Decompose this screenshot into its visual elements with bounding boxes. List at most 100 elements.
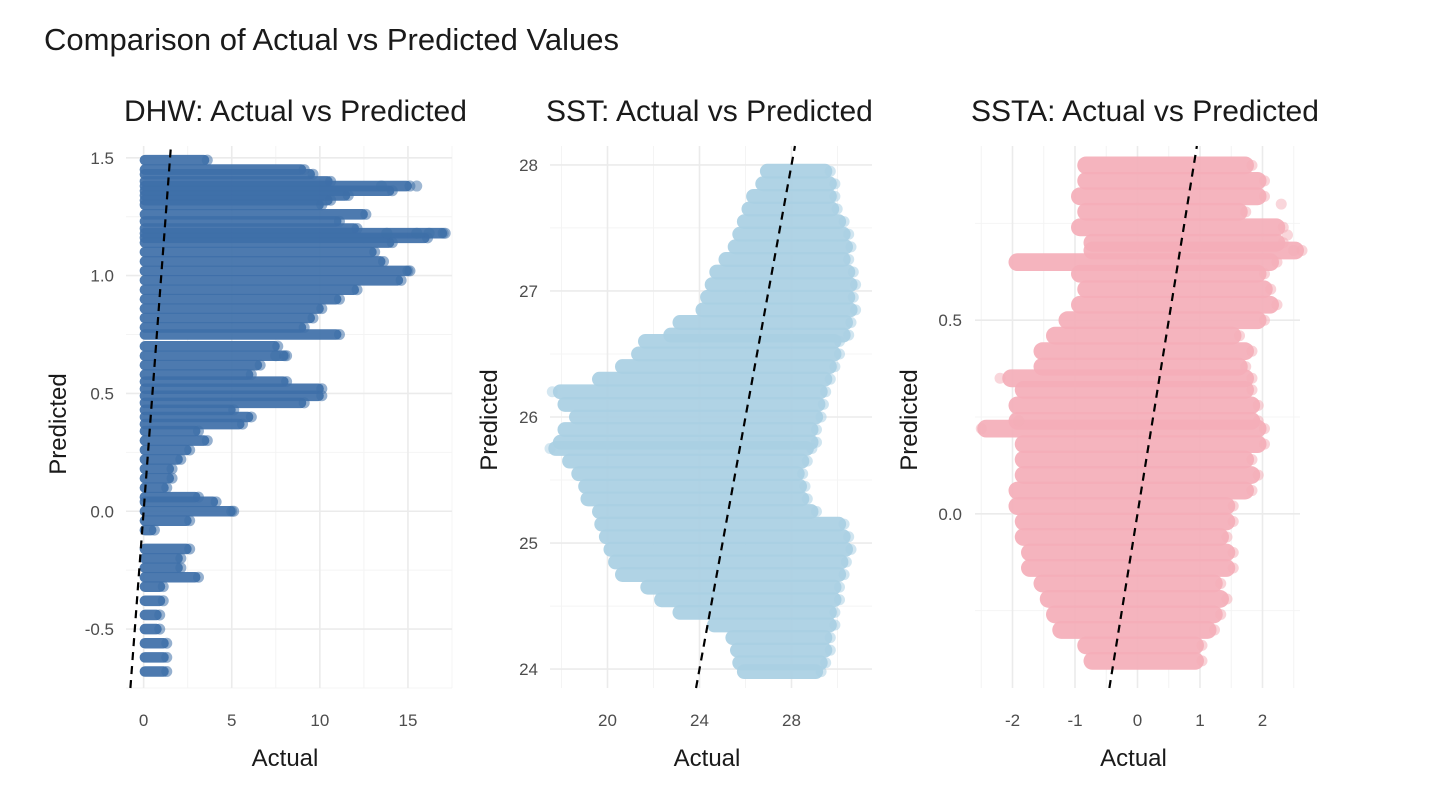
data-point	[166, 463, 178, 475]
data-point	[824, 373, 836, 385]
data-point	[1296, 245, 1308, 257]
panel-title: SSTA: Actual vs Predicted	[971, 95, 1319, 128]
data-point	[154, 609, 166, 621]
x-tick-label: 0	[1133, 711, 1142, 730]
x-tick-label: -2	[1005, 711, 1020, 730]
point-band	[548, 441, 814, 456]
reference-line	[694, 145, 797, 689]
data-point	[1271, 299, 1283, 311]
x-axis-label: Actual	[252, 745, 319, 772]
point-band	[603, 541, 853, 557]
x-tick-label: 24	[690, 711, 709, 730]
x-tick-label: 2	[1258, 711, 1267, 730]
data-point	[1259, 268, 1270, 280]
data-point	[1259, 314, 1270, 326]
data-point	[1275, 198, 1287, 210]
data-point	[1227, 562, 1239, 574]
data-point	[829, 606, 841, 618]
data-point	[1227, 516, 1239, 528]
data-point	[369, 246, 381, 258]
data-point	[395, 274, 407, 286]
point-band	[139, 246, 377, 258]
data-point	[192, 571, 204, 583]
point-band	[1014, 450, 1254, 469]
panel-3: -2 -1 0 1 2 0.0 0.5 Actual Predicted SSTA: Actual…	[896, 95, 1319, 772]
data-point	[201, 154, 213, 166]
point-band	[139, 444, 192, 456]
data-point	[157, 581, 169, 593]
data-point	[175, 453, 187, 465]
point-band	[759, 163, 833, 179]
point-band	[1058, 311, 1267, 330]
point-band	[1033, 342, 1254, 361]
data-point	[423, 227, 435, 239]
scatter-points	[139, 154, 451, 678]
point-band	[139, 454, 183, 465]
data-point	[307, 312, 319, 324]
point-band	[1071, 187, 1267, 206]
data-point	[1246, 372, 1258, 384]
data-point	[850, 279, 862, 291]
data-point	[381, 227, 393, 239]
y-tick-label: -0.5	[85, 620, 114, 639]
point-band	[1071, 264, 1267, 283]
data-point	[824, 632, 836, 644]
panel-2: 20 24 28 24 25 26 27 28 Actual Predicted SST: Actu…	[476, 95, 873, 772]
data-point	[847, 266, 859, 278]
point-band	[139, 652, 169, 663]
point-band	[139, 284, 360, 296]
x-tick-label: 10	[310, 711, 329, 730]
point-band	[1071, 218, 1286, 237]
point-band	[139, 303, 324, 314]
point-band	[1071, 295, 1279, 314]
data-point	[1282, 229, 1293, 241]
data-point	[1013, 415, 1025, 427]
data-point	[1240, 206, 1252, 218]
x-tick-label: 5	[227, 711, 236, 730]
point-band	[1008, 497, 1236, 515]
data-point	[376, 180, 388, 192]
x-tick-label: -1	[1067, 711, 1082, 730]
data-point	[817, 398, 829, 410]
point-band	[640, 579, 842, 595]
data-point	[824, 165, 836, 177]
point-band	[592, 504, 819, 519]
y-tick-label: 26	[519, 408, 538, 427]
point-band	[746, 188, 837, 204]
data-point	[184, 515, 196, 527]
data-point	[1259, 423, 1270, 435]
x-tick-label: 15	[398, 711, 417, 730]
data-point	[838, 518, 850, 530]
data-point	[386, 185, 398, 197]
point-band	[1008, 396, 1261, 415]
point-band	[139, 505, 236, 517]
data-point	[1215, 577, 1227, 589]
data-point	[829, 190, 841, 202]
point-band	[139, 472, 175, 484]
point-band	[1021, 543, 1236, 562]
data-point	[184, 444, 196, 456]
data-point	[845, 241, 857, 253]
data-point	[834, 594, 845, 606]
data-point	[845, 316, 857, 328]
x-tick-label: 1	[1195, 711, 1204, 730]
data-point	[279, 350, 291, 362]
data-point	[845, 543, 857, 555]
point-band	[139, 435, 210, 446]
data-point	[544, 443, 556, 455]
point-band	[557, 422, 819, 438]
point-band	[571, 466, 805, 482]
data-point	[237, 418, 249, 430]
point-band	[608, 554, 849, 570]
data-point	[1209, 624, 1220, 636]
data-point	[210, 496, 222, 508]
scatter-points	[975, 156, 1308, 670]
data-point	[411, 180, 423, 192]
point-band	[725, 630, 833, 646]
point-band	[707, 617, 837, 633]
data-point	[386, 237, 398, 249]
point-band	[732, 226, 851, 242]
data-point	[797, 468, 809, 480]
point-band	[1033, 574, 1223, 593]
